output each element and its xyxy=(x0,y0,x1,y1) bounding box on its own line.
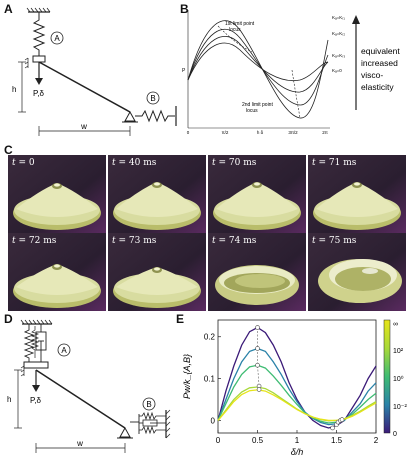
series-line-1 xyxy=(217,347,377,426)
frame-6: t = 74 ms xyxy=(208,233,306,311)
load-label-d: P,δ xyxy=(30,396,42,405)
panel-b-tick-3: 3π/2 xyxy=(288,130,298,135)
limit-point-0-0 xyxy=(255,325,260,330)
frame-time-label-0: t = 0 xyxy=(12,158,35,168)
frame-time-label-7: t = 75 ms xyxy=(312,236,357,246)
panel-b-tick-4: 2π xyxy=(322,130,328,135)
frame-time-label-6: t = 74 ms xyxy=(212,236,257,246)
x-tick-label: 0 xyxy=(216,436,221,445)
frame-5: t = 73 ms xyxy=(108,233,206,311)
panel-b-y-label: P xyxy=(182,68,186,74)
frame-1: t = 40 ms xyxy=(108,155,206,233)
curve-label-4: Kₐ=0 xyxy=(332,68,342,73)
colorbar-tick-label: 10² xyxy=(393,348,404,355)
arrow-text-2: increased xyxy=(361,58,398,68)
frame-time-label-5: t = 73 ms xyxy=(112,236,157,246)
curve-label-2: Kₐ=Kᵣ₂ xyxy=(332,31,345,36)
colorbar-tick-label: ∞ xyxy=(393,321,398,328)
y-tick-label: 0.2 xyxy=(204,333,216,342)
frame-3: t = 71 ms xyxy=(308,155,406,233)
spring-b-label: B xyxy=(150,94,155,103)
x-tick-label: 0.5 xyxy=(252,436,264,445)
colorbar-tick-label: 10⁻² xyxy=(393,404,407,411)
w-label-a: w xyxy=(80,122,87,131)
limit-point-0-4 xyxy=(256,387,262,392)
frame-photo-6 xyxy=(208,233,306,311)
locus-line-0 xyxy=(257,327,260,390)
frame-2: t = 70 ms xyxy=(208,155,306,233)
h-label-a: h xyxy=(12,85,16,94)
frame-time-label-2: t = 70 ms xyxy=(212,158,257,168)
frame-photo-7 xyxy=(308,233,406,311)
panel-label-e: E xyxy=(176,312,185,326)
frame-0: t = 0 xyxy=(8,155,106,233)
frame-photo-0 xyxy=(8,155,106,233)
arrow-text-4: elasticity xyxy=(361,82,394,92)
locus1-line2: locus xyxy=(229,27,241,33)
limit-point-0-1 xyxy=(255,346,260,351)
colorbar-tick-label: 10⁰ xyxy=(393,375,404,383)
locus1-line1: 1st limit point xyxy=(225,21,255,27)
h-label-d: h xyxy=(7,395,11,404)
spring-b-label-d: B xyxy=(146,400,151,409)
panel-d-schematic: A P,δ h B w xyxy=(7,319,171,453)
panel-b-conceptual-chart: P 1st limit point locus 2nd limit point … xyxy=(182,10,400,135)
frame-time-label-3: t = 71 ms xyxy=(312,158,357,168)
y-tick-label: 0 xyxy=(211,416,216,425)
x-tick-label: 1 xyxy=(295,436,300,445)
panel-b-tick-0: 0 xyxy=(187,130,190,135)
colorbar-tick-label: 0 xyxy=(393,431,397,438)
arrow-text-3: visco- xyxy=(361,70,383,80)
frame-photo-1 xyxy=(108,155,206,233)
x-tick-label: 2 xyxy=(374,436,379,445)
curve-label-1: Kₐ=Kᵣ₁ xyxy=(332,15,345,20)
panel-e-chart: 0 0.5 1 1.5 2 0 0.1 0.2 δ/h Pw/k_{A,B} ∞ 10² 10⁰ 10⁻… xyxy=(182,319,407,457)
frame-time-label-1: t = 40 ms xyxy=(112,158,157,168)
panel-label-a: A xyxy=(4,2,13,16)
x-axis-label: δ/h xyxy=(291,447,304,457)
arrow-text-1: equivalent xyxy=(361,46,400,56)
limit-point-0-2 xyxy=(255,362,260,368)
frame-4: t = 72 ms xyxy=(8,233,106,311)
spring-a-label-d: A xyxy=(61,346,67,355)
frame-7: t = 75 ms xyxy=(308,233,406,311)
colorbar xyxy=(383,319,391,434)
y-axis-label: Pw/k_{A,B} xyxy=(182,354,192,399)
panel-b-tick-1: π/2 xyxy=(222,130,229,135)
x-tick-label: 1.5 xyxy=(331,436,343,445)
locus2-line2: locus xyxy=(246,108,258,114)
panel-label-b: B xyxy=(180,2,189,16)
locus2-line1: 2nd limit point xyxy=(242,102,273,108)
series-line-4 xyxy=(217,389,377,422)
frame-time-label-4: t = 72 ms xyxy=(12,236,57,246)
w-label-d: w xyxy=(76,439,83,448)
frame-photo-2 xyxy=(208,155,306,233)
y-tick-label: 0.1 xyxy=(204,375,216,384)
curve-label-3: Kₐ=Kᵣ₃ xyxy=(332,53,345,58)
panel-a-schematic: A P,δ h B w xyxy=(12,7,177,136)
panel-label-c: C xyxy=(4,143,13,157)
frame-photo-4 xyxy=(8,233,106,311)
frame-photo-5 xyxy=(108,233,206,311)
panel-b-tick-2: h δ xyxy=(257,130,264,135)
limit-point-1-0 xyxy=(330,425,335,431)
frame-photo-3 xyxy=(308,155,406,233)
spring-a-label: A xyxy=(54,34,60,43)
panel-label-d: D xyxy=(4,312,13,326)
load-label-a: P,δ xyxy=(33,89,45,98)
series-line-0 xyxy=(217,326,377,429)
spring-a xyxy=(32,12,46,56)
limit-point-1-4 xyxy=(339,417,345,422)
